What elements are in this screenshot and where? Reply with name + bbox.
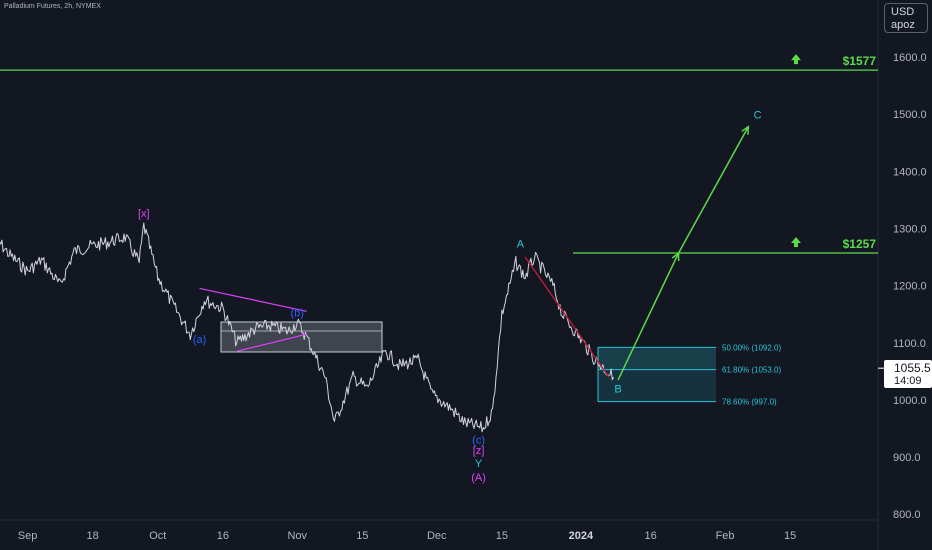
price-axis-tick: 1100.0 (893, 338, 926, 350)
time-axis-tick: Sep (18, 530, 38, 542)
time-axis-tick: 15 (784, 530, 796, 542)
wave-label: C (754, 110, 762, 122)
price-axis-tick: 1500.0 (893, 109, 927, 121)
wave-label: (b) (291, 307, 304, 319)
time-axis-tick: 16 (217, 530, 229, 542)
time-axis-tick: 16 (645, 530, 657, 542)
wave-label: (c) (472, 434, 485, 446)
fib-zone-upper (598, 347, 716, 370)
price-axis-tick: 1600.0 (893, 52, 927, 64)
plot-background (0, 0, 878, 520)
time-axis-tick: 15 (496, 530, 508, 542)
fib-level-label: 50.00% (1092.0) (722, 343, 781, 352)
price-level-label: $1257 (843, 237, 877, 251)
wave-label: [x] (138, 208, 150, 220)
currency-selector[interactable]: USD apoz (884, 3, 928, 33)
time-axis-tick: 2024 (569, 530, 594, 542)
fib-zone-lower (598, 369, 716, 402)
last-price-value: 1055.5 (894, 361, 931, 375)
fib-level-label: 78.60% (997.0) (722, 398, 777, 407)
time-axis-tick: 15 (356, 530, 368, 542)
wave-label: A (517, 238, 525, 250)
price-axis-tick: 1200.0 (893, 281, 927, 293)
time-axis-tick: Oct (149, 530, 166, 542)
level-up-arrow-icon (791, 237, 801, 248)
fib-level-label: 61.80% (1053.0) (722, 366, 781, 375)
wave-label: Y (475, 458, 483, 470)
triangle-boundary-line (236, 333, 307, 352)
time-axis-tick: Dec (427, 530, 447, 542)
symbol-title: Palladium Futures, 2h, NYMEX (4, 3, 101, 10)
bar-countdown: 14:09 (894, 375, 922, 387)
price-series-line (0, 222, 614, 433)
projection-arrow-line (677, 126, 749, 254)
price-level-label: $1577 (843, 54, 877, 68)
wave-label: [z] (473, 445, 485, 457)
price-axis-tick: 1400.0 (893, 166, 927, 178)
decline-trend-line (524, 256, 610, 378)
scale-label: apoz (891, 19, 915, 31)
wave-label: (A) (471, 472, 486, 484)
level-up-arrow-icon (791, 54, 801, 65)
projection-arrow-line (617, 252, 680, 381)
price-axis-tick: 800.0 (893, 509, 921, 521)
time-axis-tick: Nov (287, 530, 307, 542)
projection-arrowhead-icon (741, 125, 750, 135)
price-axis-tick: 900.0 (893, 452, 921, 464)
price-axis-tick: 1000.0 (893, 395, 927, 407)
last-price-badge: 1055.5 14:09 (884, 360, 932, 388)
time-axis-tick: Feb (716, 530, 735, 542)
time-axis-tick: 18 (87, 530, 99, 542)
wave-label: (a) (193, 334, 206, 346)
wave-label: B (614, 383, 621, 395)
price-axis-background (878, 0, 932, 550)
triangle-boundary-line (199, 287, 307, 312)
price-axis-tick: 1300.0 (893, 223, 927, 235)
currency-label: USD (891, 6, 915, 18)
